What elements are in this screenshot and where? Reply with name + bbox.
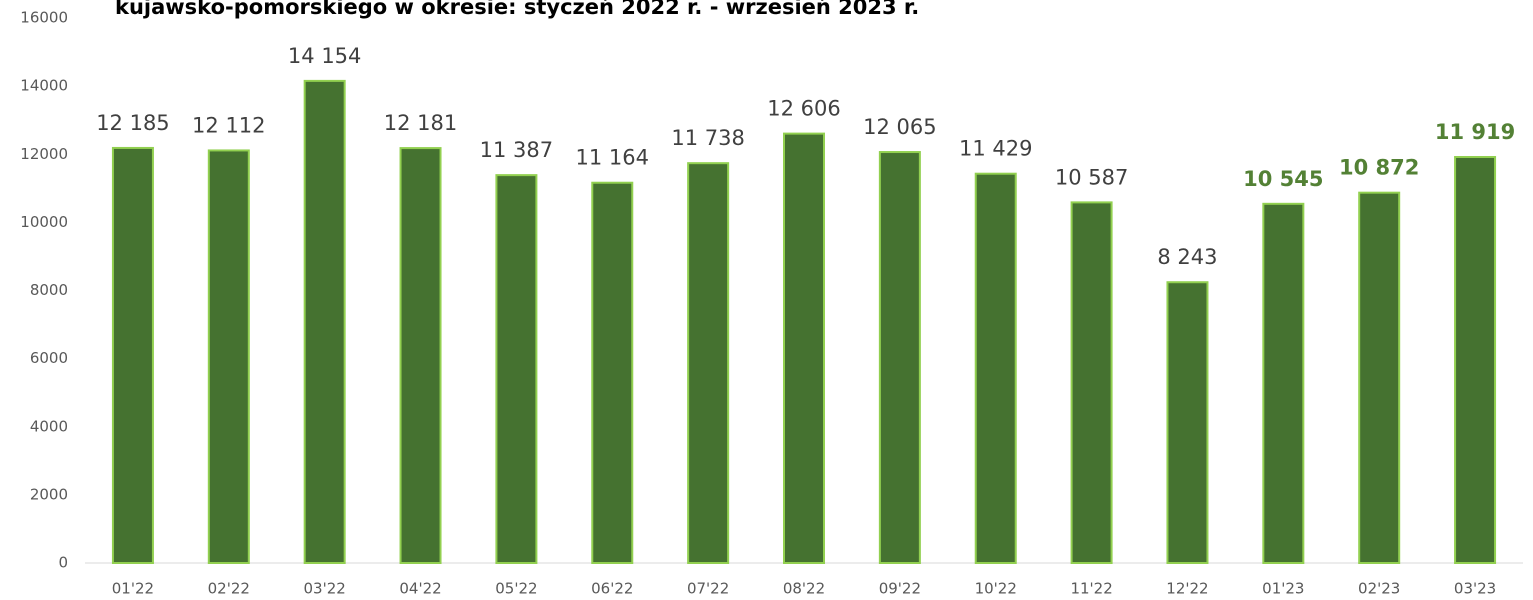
data-label: 11 919 xyxy=(1435,120,1515,144)
data-label: 10 587 xyxy=(1055,165,1128,189)
y-tick-label: 10000 xyxy=(20,213,68,231)
bar xyxy=(1454,156,1497,564)
bar xyxy=(591,181,634,564)
bar xyxy=(1166,281,1209,564)
x-tick-label: 03'22 xyxy=(304,580,346,598)
x-tick-label: 08'22 xyxy=(783,580,825,598)
data-label: 12 606 xyxy=(767,97,840,121)
x-tick-label: 02'23 xyxy=(1358,580,1400,598)
x-tick-label: 01'22 xyxy=(112,580,154,598)
bar xyxy=(974,172,1017,565)
bar xyxy=(783,132,825,564)
bar xyxy=(207,149,250,564)
y-tick-label: 12000 xyxy=(20,145,68,163)
x-tick-label: 02'22 xyxy=(208,580,250,598)
bar xyxy=(1070,201,1113,564)
data-label: 12 065 xyxy=(863,115,936,139)
y-tick-label: 14000 xyxy=(20,77,68,95)
chart-title: kujawsko-pomorskiego w okresie: styczeń … xyxy=(115,0,919,19)
x-tick-label: 06'22 xyxy=(591,580,633,598)
bar xyxy=(1358,191,1401,565)
bar xyxy=(111,146,154,565)
data-label: 11 738 xyxy=(671,126,744,150)
y-tick-label: 4000 xyxy=(30,417,68,435)
x-tick-label: 03'23 xyxy=(1454,580,1496,598)
x-tick-label: 04'22 xyxy=(399,580,441,598)
bar xyxy=(1262,202,1305,564)
x-tick-label: 07'22 xyxy=(687,580,729,598)
data-label: 12 112 xyxy=(192,113,265,137)
bar xyxy=(878,151,921,564)
x-tick-label: 05'22 xyxy=(495,580,537,598)
x-tick-label: 10'22 xyxy=(975,580,1017,598)
data-label: 10 545 xyxy=(1243,167,1323,191)
y-tick-label: 16000 xyxy=(20,9,68,27)
bar xyxy=(495,174,538,564)
x-tick-label: 11'22 xyxy=(1070,580,1112,598)
x-tick-label: 09'22 xyxy=(879,580,921,598)
x-tick-label: 12'22 xyxy=(1166,580,1208,598)
data-label: 11 387 xyxy=(480,138,553,162)
y-tick-label: 8000 xyxy=(30,281,68,299)
data-label: 14 154 xyxy=(288,44,361,68)
bar xyxy=(303,79,346,565)
y-tick-label: 2000 xyxy=(30,485,68,503)
data-label: 10 872 xyxy=(1339,156,1419,180)
data-label: 12 181 xyxy=(384,111,457,135)
y-tick-label: 6000 xyxy=(30,349,68,367)
data-label: 11 164 xyxy=(576,146,649,170)
x-tick-label: 01'23 xyxy=(1262,580,1304,598)
data-label: 8 243 xyxy=(1157,245,1217,269)
bar xyxy=(687,162,730,564)
bar xyxy=(399,147,442,564)
data-label: 12 185 xyxy=(96,111,169,135)
data-label: 11 429 xyxy=(959,137,1032,161)
y-tick-label: 0 xyxy=(58,554,68,572)
